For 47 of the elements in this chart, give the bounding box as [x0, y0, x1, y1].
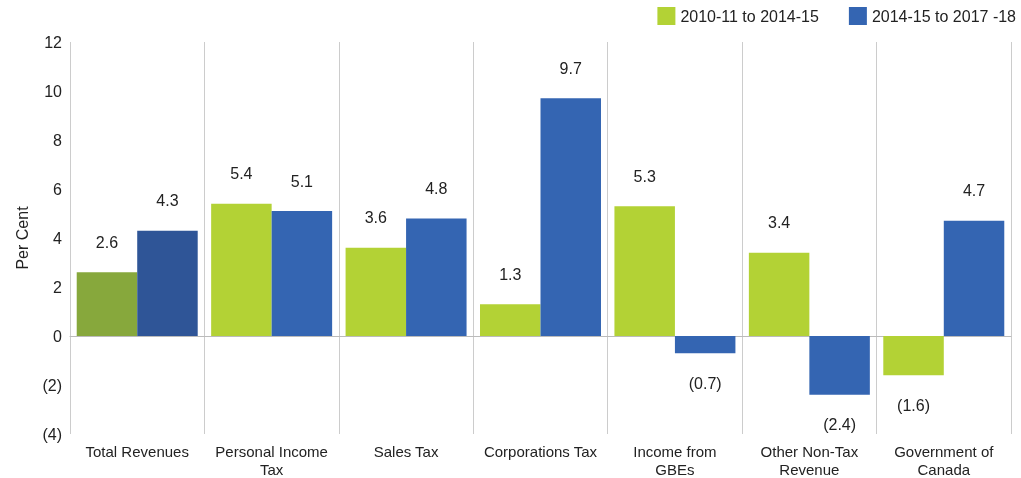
y-tick-label: 2: [53, 278, 63, 296]
y-tick-label: 4: [53, 229, 63, 247]
data-label: 2.6: [95, 233, 119, 251]
x-tick-label: Corporations Tax: [483, 442, 598, 460]
data-label: 5.4: [230, 165, 253, 183]
bar: [211, 203, 272, 336]
legend-label: 2010-11 to 2014-15: [680, 7, 819, 25]
bar: [271, 211, 333, 336]
data-label: 4.8: [425, 179, 448, 197]
y-tick-label: 0: [53, 327, 63, 345]
data-label: 3.4: [767, 214, 791, 232]
y-axis-title: Per Cent: [13, 205, 31, 270]
bar: [748, 252, 810, 336]
data-label: (0.7): [688, 374, 722, 392]
data-label: (2.4): [823, 416, 857, 434]
bar: [345, 247, 407, 336]
y-tick-label: 8: [53, 131, 63, 149]
data-label: 5.3: [633, 167, 656, 185]
y-tick-label: (4): [42, 425, 62, 443]
y-tick-label: (2): [42, 376, 62, 394]
bar: [674, 336, 736, 354]
bar: [480, 304, 541, 336]
bar: [406, 218, 467, 336]
data-label: 5.1: [290, 172, 314, 190]
y-tick-label: 12: [44, 33, 63, 51]
y-tick-label: 10: [44, 82, 63, 100]
x-tick-label: Other Non-Tax Revenue: [760, 442, 859, 478]
x-tick-label: Personal Income Tax: [215, 442, 328, 478]
data-label: 9.7: [559, 59, 582, 77]
data-label: 1.3: [499, 265, 522, 283]
bar: [943, 220, 1005, 336]
x-tick-label: Government of Canada: [894, 442, 995, 478]
x-tick-label: Total Revenues: [85, 442, 189, 460]
data-label: 3.6: [364, 209, 388, 227]
data-label: 4.3: [156, 192, 179, 210]
bar: [76, 272, 138, 336]
bar: [883, 336, 944, 376]
x-tick-label: Income from GBEs: [633, 442, 717, 478]
y-tick-label: 6: [53, 180, 63, 198]
bar: [809, 336, 870, 395]
bar: [540, 98, 601, 336]
legend-label: 2014-15 to 2017 -18: [871, 7, 1017, 25]
bar: [614, 206, 675, 336]
bar: [137, 230, 198, 336]
data-label: (1.6): [897, 396, 930, 414]
x-tick-label: Sales Tax: [373, 442, 439, 460]
data-label: 4.7: [962, 182, 986, 200]
